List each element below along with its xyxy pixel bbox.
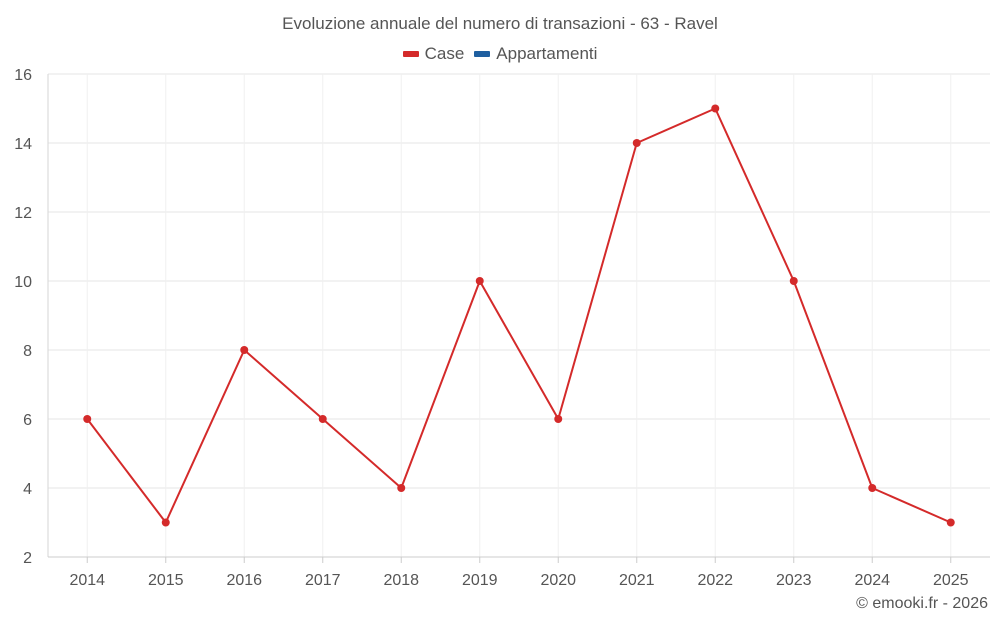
legend: Case Appartamenti — [0, 44, 1000, 64]
data-point — [475, 277, 484, 285]
data-point — [711, 104, 720, 113]
series-line-case — [86, 107, 952, 524]
y-tick-label: 4 — [23, 481, 32, 498]
legend-swatch-appartamenti — [474, 51, 491, 57]
data-point — [83, 415, 92, 423]
x-tick-label: 2024 — [854, 572, 890, 589]
legend-label-appartamenti: Appartamenti — [496, 44, 598, 63]
x-tick-label: 2023 — [776, 572, 812, 589]
x-tick-label: 2016 — [226, 572, 262, 589]
x-tick-label: 2018 — [383, 572, 419, 589]
chart-title: Evoluzione annuale del numero di transaz… — [282, 14, 718, 33]
y-tick-label: 2 — [23, 550, 32, 567]
credit-text: © emooki.fr - 2026 — [856, 595, 988, 612]
data-point — [240, 346, 249, 354]
x-tick-label: 2019 — [462, 572, 498, 589]
data-point — [946, 518, 955, 527]
y-tick-label: 6 — [23, 412, 32, 429]
data-point — [318, 415, 327, 423]
legend-item-appartamenti[interactable]: Appartamenti — [474, 44, 597, 64]
y-tick-label: 14 — [14, 136, 32, 153]
data-point — [632, 139, 641, 147]
data-point — [397, 484, 406, 492]
data-point — [161, 518, 170, 527]
legend-label-case: Case — [424, 44, 465, 63]
x-tick-label: 2021 — [619, 572, 655, 589]
data-point — [868, 484, 877, 492]
y-tick-label: 8 — [23, 343, 32, 360]
x-tick-label: 2014 — [69, 572, 105, 589]
legend-swatch-case — [402, 51, 419, 57]
x-tick-label: 2020 — [540, 572, 576, 589]
y-tick-label: 10 — [14, 274, 32, 291]
x-tick-label: 2025 — [933, 572, 969, 589]
x-tick-label: 2022 — [697, 572, 733, 589]
x-tick-label: 2015 — [148, 572, 184, 589]
legend-item-case[interactable]: Case — [402, 44, 465, 64]
data-point — [789, 277, 798, 285]
data-point — [554, 415, 563, 423]
x-tick-label: 2017 — [305, 572, 341, 589]
y-tick-label: 12 — [14, 205, 32, 222]
y-tick-label: 16 — [14, 67, 32, 84]
